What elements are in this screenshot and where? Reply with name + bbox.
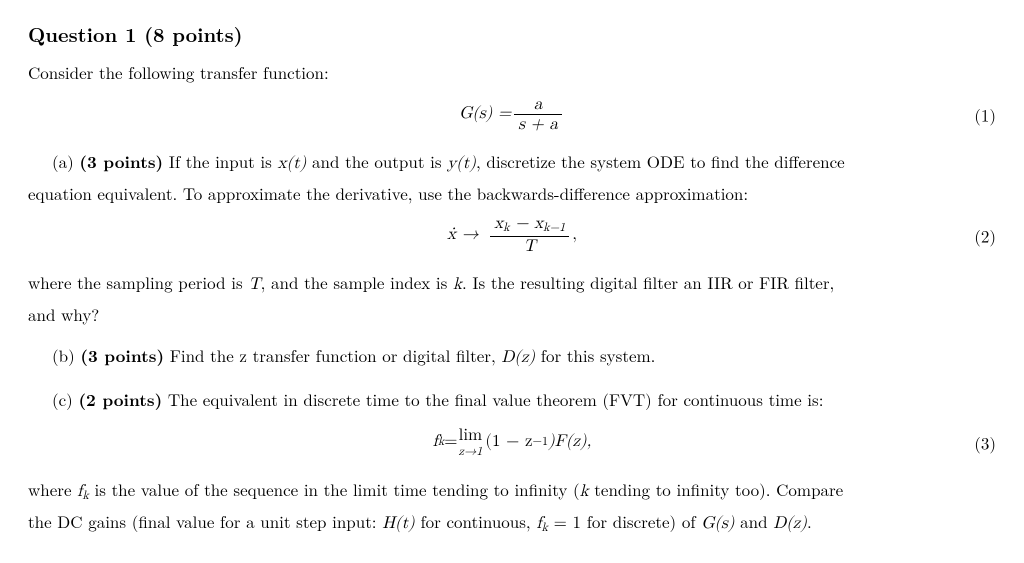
eq2-fraction: xk − xk−1 T: [490, 215, 569, 256]
part-a-t3: , discretize the system ODE to find the …: [476, 149, 845, 173]
eq1-den: s + a: [514, 115, 562, 134]
equation-1: G(s) = a s + a (1): [28, 94, 996, 136]
eq2-den: T: [490, 237, 569, 256]
after-eq2-line2: and why?: [28, 303, 996, 326]
eq1-num: a: [514, 96, 562, 116]
final-line1: where fk is the value of the sequence in…: [28, 478, 996, 505]
part-a-t1: If the input is: [163, 149, 277, 173]
part-c: (c) (2 points) The equivalent in discret…: [28, 388, 996, 412]
eq1-number: (1): [974, 103, 996, 126]
after-eq2-line1: where the sampling period is T, and the …: [28, 271, 996, 297]
part-b-prefix: (b): [52, 343, 75, 367]
eq3-lim: lim z→1: [459, 427, 483, 458]
eq1-fraction: a s + a: [514, 96, 562, 135]
part-a-points: (3 points): [79, 150, 163, 174]
eq3-number: (3): [974, 431, 996, 454]
part-b: (b) (3 points) Find the z transfer funct…: [28, 344, 996, 370]
part-a-t2: and the output is: [306, 149, 447, 173]
equation-3: fk = lim z→1 (1 − z−1)F(z), (3): [28, 422, 996, 464]
equation-2: ẋ → xk − xk−1 T , (2): [28, 215, 996, 257]
part-a-xt: x(t): [278, 155, 307, 172]
final-line2: the DC gains (final value for a unit ste…: [28, 510, 996, 537]
eq2-num: xk − xk−1: [490, 215, 569, 237]
part-c-points: (2 points): [78, 388, 162, 412]
eq1-lhs: G(s) =: [459, 103, 511, 126]
eq2-tail: ,: [572, 224, 577, 247]
part-a-yt: y(t): [447, 155, 476, 172]
part-a-line2: equation equivalent. To approximate the …: [28, 182, 996, 205]
intro-text: Consider the following transfer function…: [28, 61, 996, 84]
part-b-points: (3 points): [80, 344, 164, 368]
eq2-lead: ẋ →: [447, 224, 479, 247]
part-a-prefix: (a): [52, 149, 74, 173]
question-title: Question 1 (8 points): [28, 20, 996, 47]
question-page: Question 1 (8 points) Consider the follo…: [0, 0, 1024, 563]
part-a-line1: (a) (3 points) If the input is x(t) and …: [28, 150, 996, 176]
eq2-number: (2): [974, 224, 996, 247]
part-c-prefix: (c): [52, 387, 73, 411]
